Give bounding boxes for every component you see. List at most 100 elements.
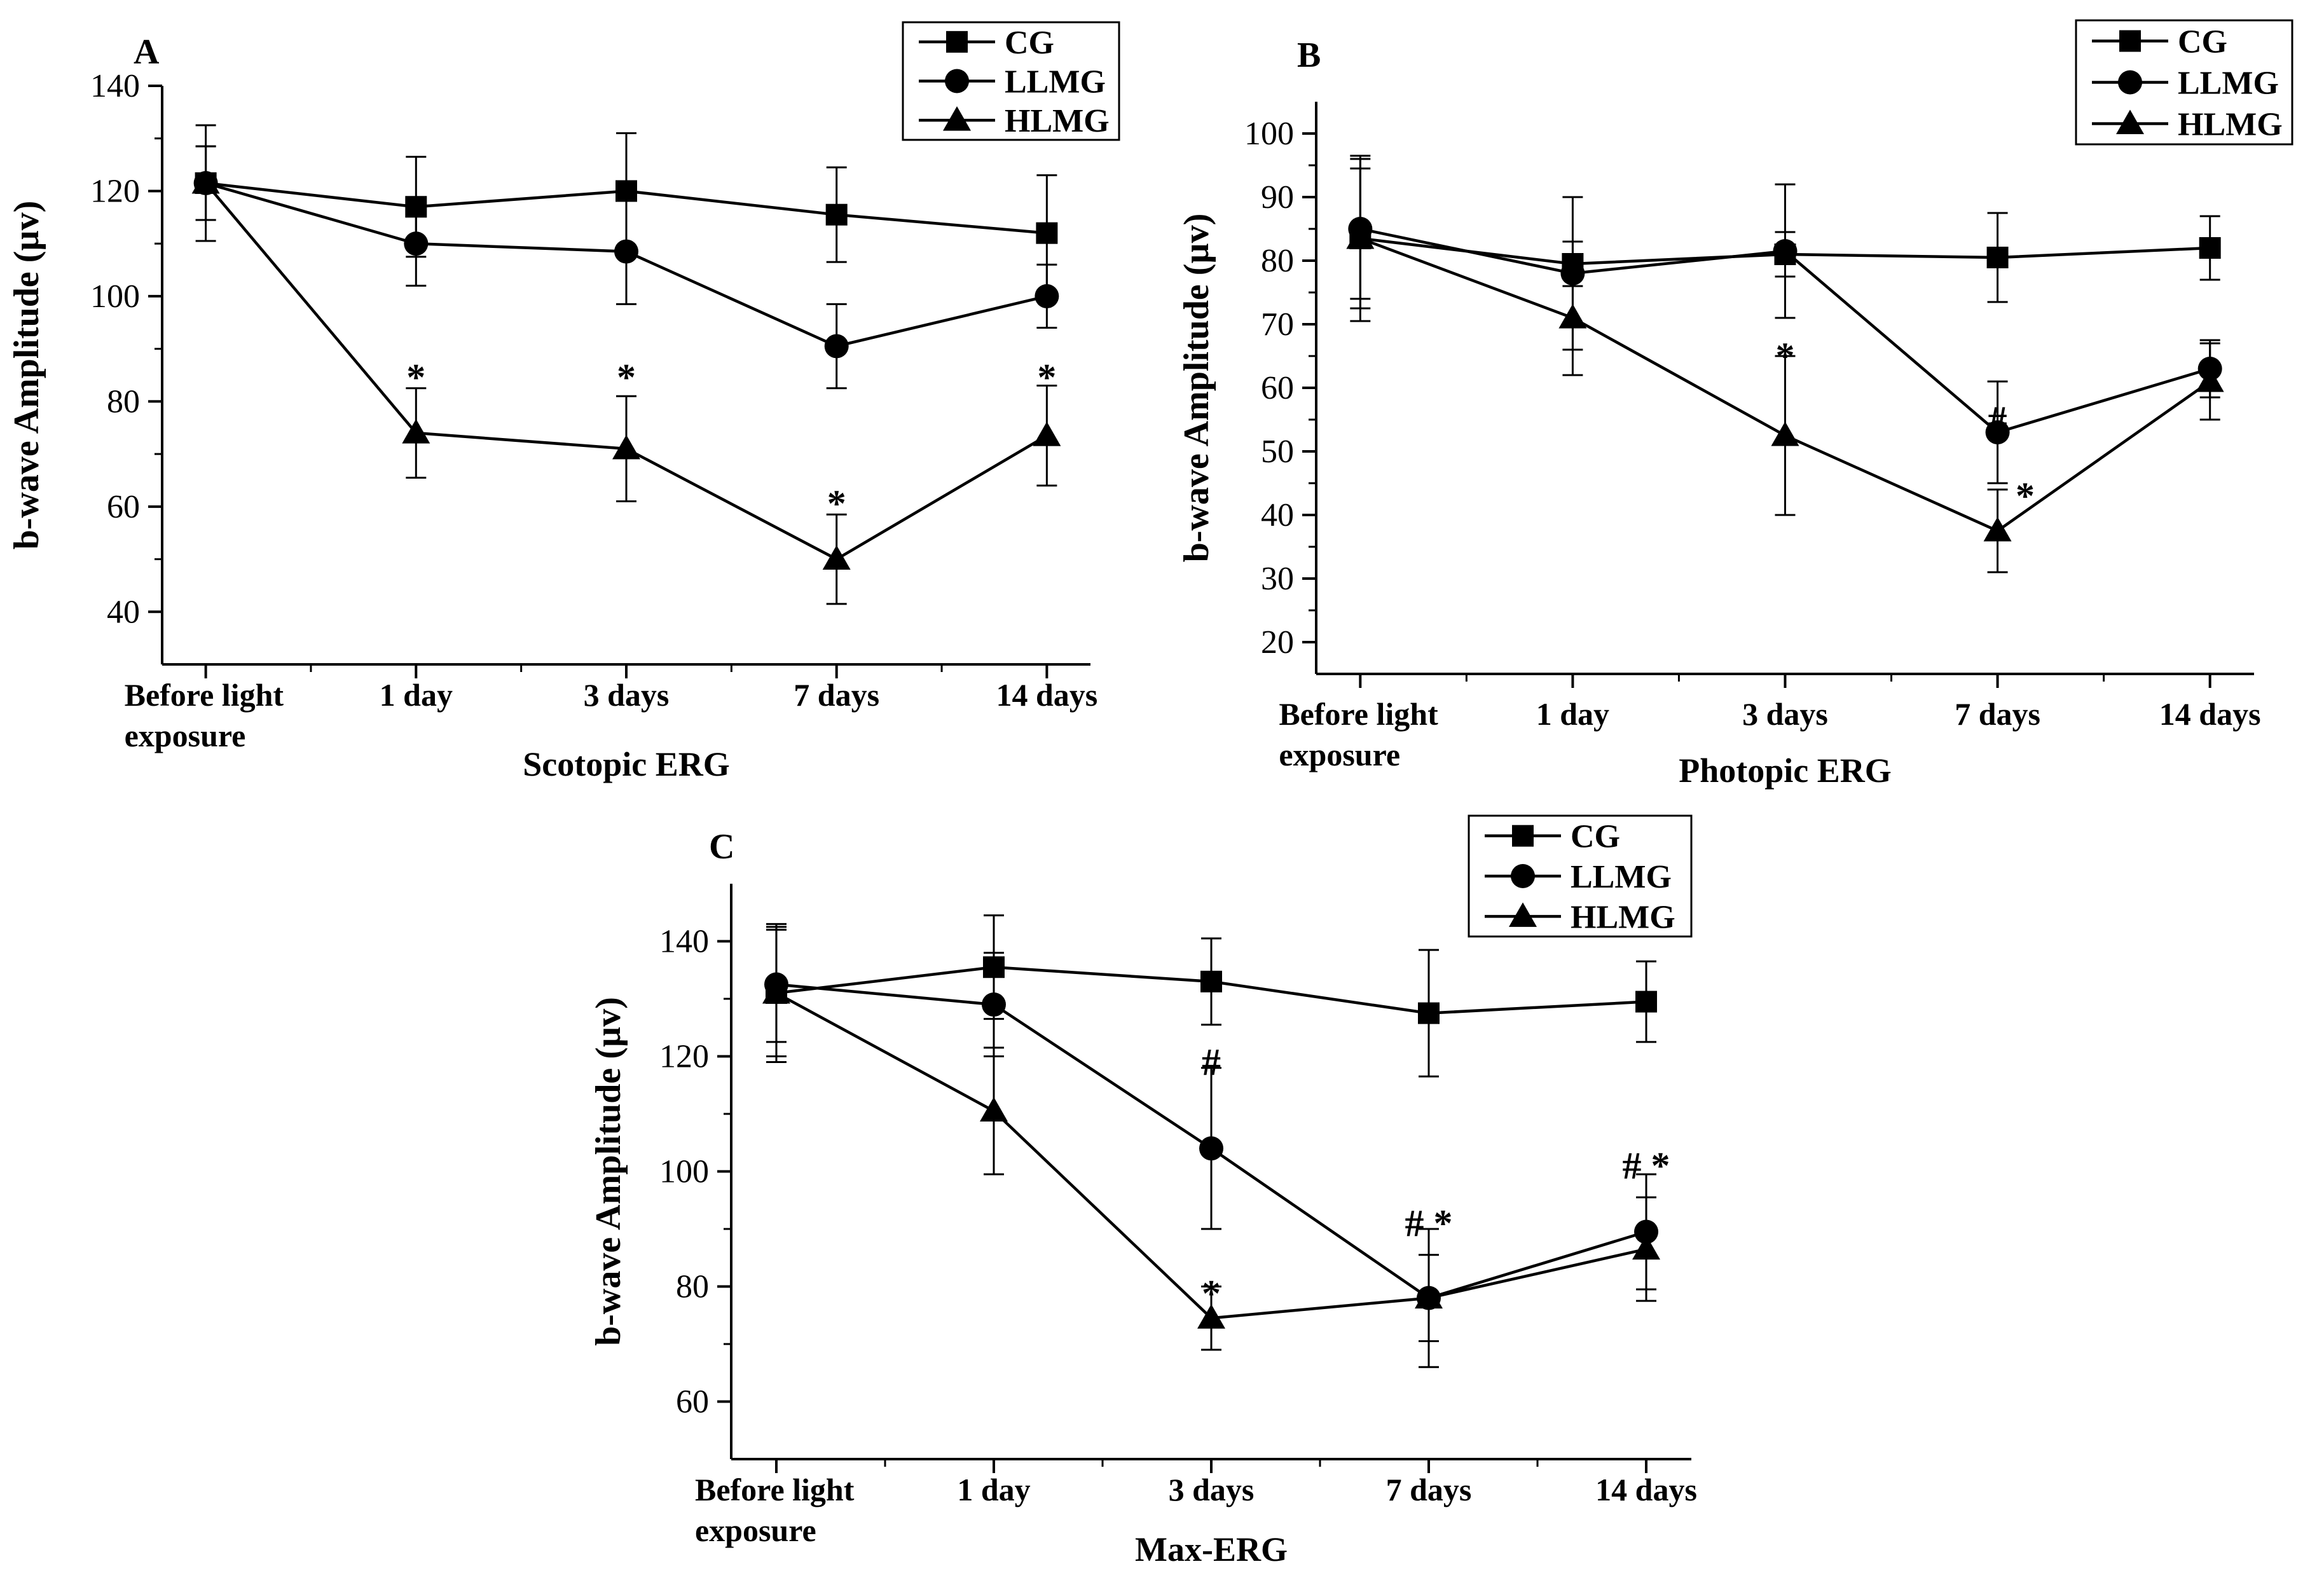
x-tick-label: 3 days	[584, 677, 670, 713]
data-point	[1632, 1235, 1661, 1260]
data-point	[612, 434, 640, 460]
legend-entry: CG	[1005, 25, 1054, 61]
x-axis-title: Max-ERG	[1135, 1530, 1288, 1568]
series-hlmg	[191, 124, 1061, 605]
y-tick-label: 20	[1261, 624, 1294, 661]
data-point	[1773, 239, 1798, 263]
legend-entry: LLMG	[1005, 64, 1106, 100]
y-tick-label: 30	[1261, 561, 1294, 597]
legend-marker	[2119, 30, 2141, 52]
x-tick-label: 3 days	[1169, 1472, 1255, 1507]
data-point	[1986, 247, 2009, 268]
data-point	[191, 169, 220, 194]
y-tick-label: 140	[659, 924, 709, 960]
panel-label: C	[709, 827, 734, 867]
significance-marker: *	[2016, 475, 2035, 517]
data-point	[762, 978, 790, 1004]
x-tick-label: exposure	[1279, 737, 1400, 772]
data-point	[1346, 224, 1375, 249]
x-tick-label: 14 days	[996, 677, 1097, 713]
legend-entry: HLMG	[1571, 899, 1675, 935]
x-tick-label: exposure	[695, 1513, 816, 1548]
y-tick-label: 70	[1261, 306, 1294, 343]
data-point	[1036, 222, 1058, 244]
data-point	[1200, 970, 1222, 992]
data-point	[1415, 1284, 1443, 1309]
data-point	[1985, 420, 2010, 444]
x-axis-title: Scotopic ERG	[523, 745, 730, 783]
data-point	[1033, 422, 1061, 446]
y-tick-label: 120	[659, 1039, 709, 1075]
legend-marker	[2118, 70, 2142, 95]
significance-marker: #	[1988, 399, 2007, 441]
y-tick-label: 40	[107, 594, 140, 630]
y-tick-label: 80	[1261, 243, 1294, 279]
legend-entry: HLMG	[2178, 107, 2283, 143]
legend-marker	[943, 106, 971, 131]
y-tick-label: 40	[1261, 497, 1294, 533]
y-tick-label: 100	[659, 1154, 709, 1190]
significance-marker: *	[1202, 1272, 1221, 1314]
legend-entry: HLMG	[1005, 103, 1110, 139]
panel-label: A	[134, 32, 160, 72]
significance-marker: # *	[1405, 1202, 1453, 1244]
chart-panel-C: 60 80 100 120 140 Before light exposure 1 day 3 …	[589, 814, 1697, 1568]
y-axis-title: b-wave Amplitude (µv)	[1177, 214, 1216, 563]
legend-marker	[1509, 902, 1537, 927]
y-tick-label: 60	[107, 489, 140, 525]
panel-label: B	[1297, 36, 1321, 75]
data-point	[614, 239, 638, 264]
data-point	[1635, 991, 1658, 1013]
significance-marker: *	[1776, 335, 1795, 377]
x-tick-label: 1 day	[380, 677, 453, 713]
y-tick-label: 50	[1261, 434, 1294, 470]
data-point	[1199, 1136, 1223, 1161]
y-tick-label: 60	[676, 1384, 709, 1420]
data-point	[1983, 517, 2012, 542]
significance-marker: *	[406, 356, 425, 398]
x-tick-label: Before light	[1279, 696, 1438, 732]
chart-panel-B: 20 30 40 50 60 70 80 90 100 Before light exposure 1…	[1177, 19, 2293, 790]
y-tick-label: 90	[1261, 179, 1294, 216]
data-point	[1418, 1002, 1440, 1024]
legend-entry: CG	[1571, 819, 1620, 855]
y-tick-label: 140	[90, 68, 140, 104]
legend-entry: CG	[2178, 24, 2227, 60]
series-hlmg	[1346, 154, 2224, 573]
x-tick-label: Before light	[125, 677, 284, 713]
legend-marker	[1512, 825, 1534, 847]
legend-marker	[2116, 109, 2144, 134]
significance-marker: *	[827, 483, 846, 525]
y-tick-label: 60	[1261, 370, 1294, 406]
data-point	[981, 992, 1006, 1017]
significance-marker: *	[617, 356, 636, 398]
data-point	[2199, 237, 2221, 259]
data-point	[979, 1097, 1008, 1122]
significance-marker: # *	[1623, 1144, 1670, 1186]
y-axis-title: b-wave Amplitude (µv)	[589, 997, 628, 1346]
legend-marker	[1511, 864, 1535, 888]
x-tick-label: 7 days	[1386, 1472, 1472, 1507]
y-tick-label: 100	[1244, 116, 1294, 152]
legend-marker	[945, 69, 969, 93]
y-tick-label: 80	[107, 383, 140, 420]
data-point	[404, 231, 429, 256]
x-tick-label: 7 days	[1955, 696, 2040, 732]
y-tick-label: 80	[676, 1269, 709, 1305]
data-point	[1771, 422, 1799, 446]
x-tick-label: Before light	[695, 1472, 855, 1507]
y-axis-title: b-wave Amplitude (µv)	[7, 201, 46, 550]
data-point	[822, 545, 851, 570]
x-tick-label: 3 days	[1742, 696, 1828, 732]
chart-panel-A: 40 60 80 100 120 140 Before light exposure 1 day…	[7, 21, 1120, 783]
x-axis-title: Photopic ERG	[1679, 751, 1892, 790]
x-tick-label: exposure	[125, 718, 246, 753]
legend-marker	[946, 31, 968, 53]
data-point	[1558, 304, 1587, 329]
series-hlmg	[762, 923, 1661, 1351]
x-tick-label: 14 days	[1595, 1472, 1697, 1507]
